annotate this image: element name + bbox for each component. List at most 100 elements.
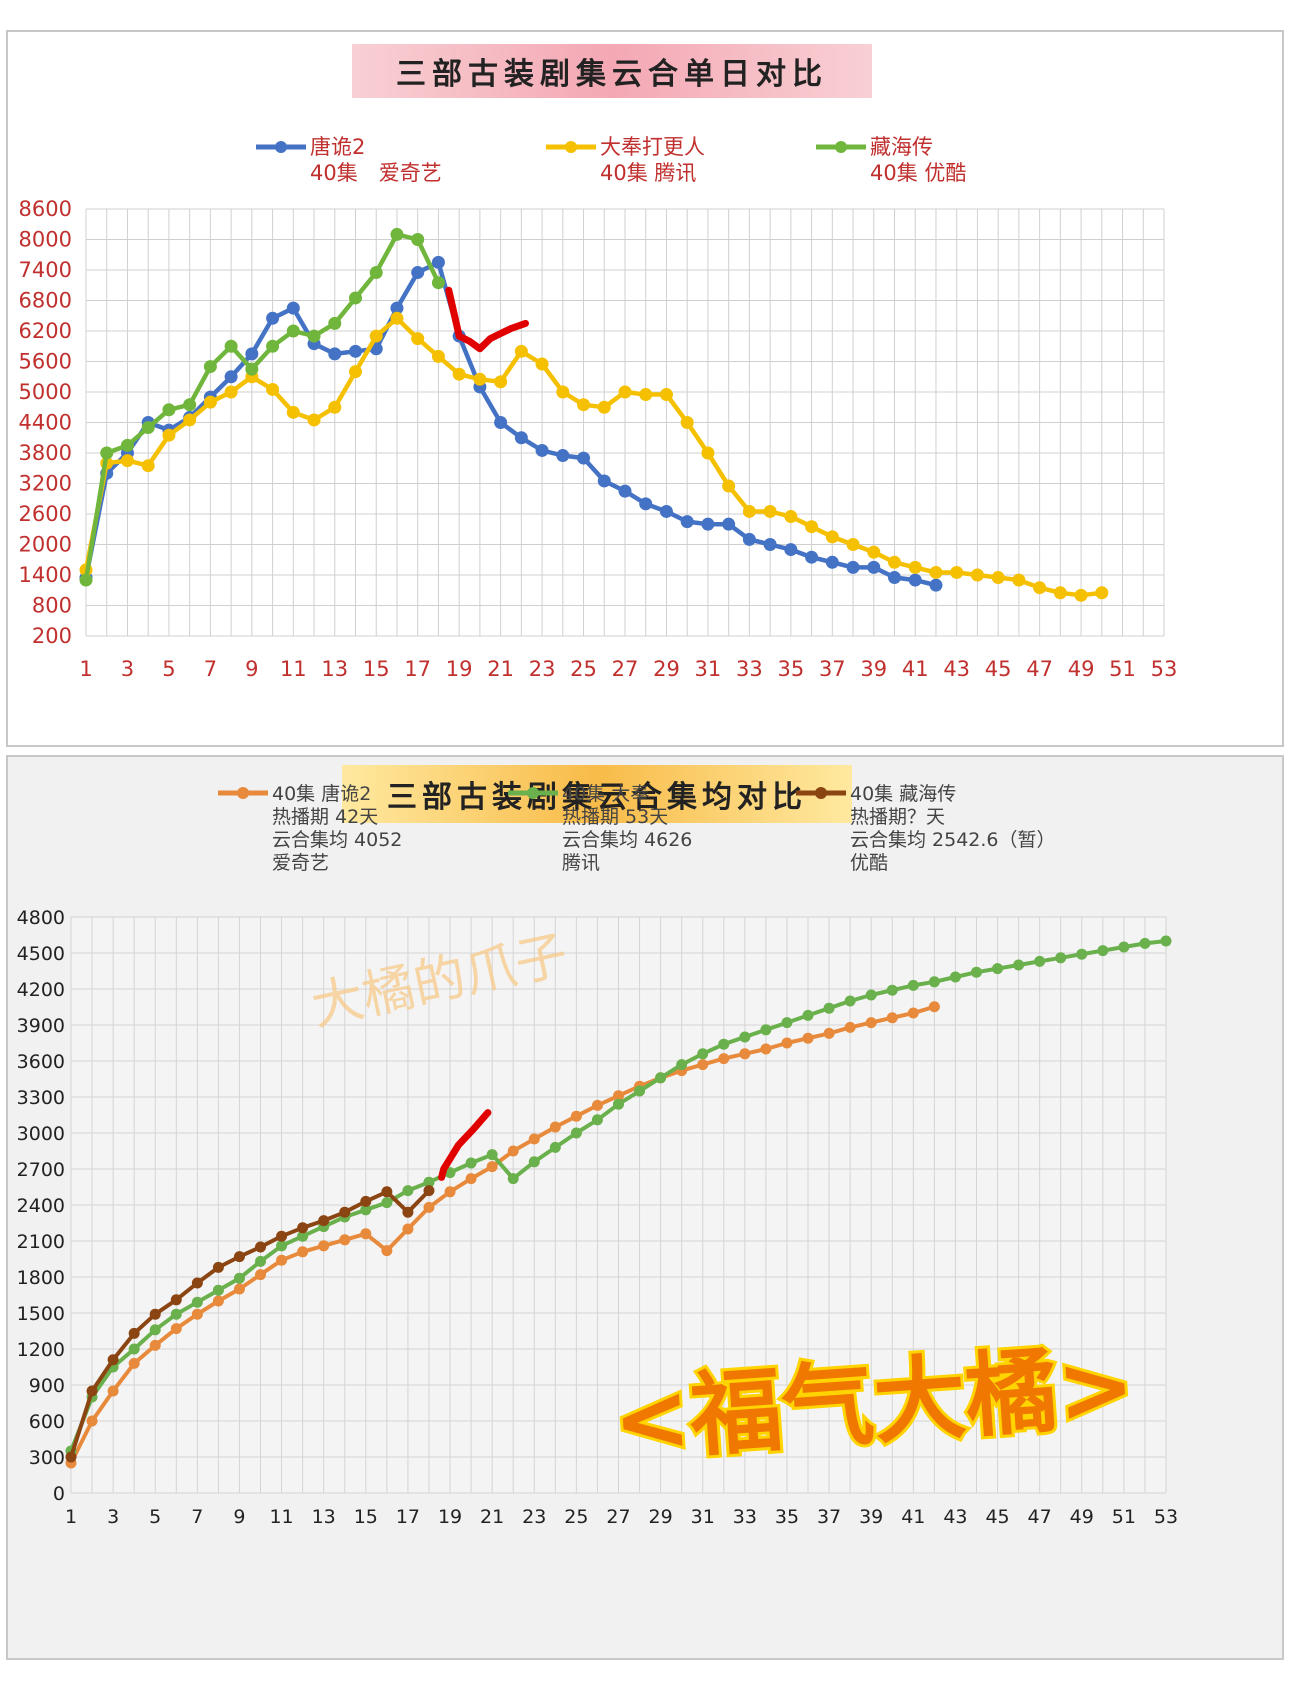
- data-point: [390, 227, 404, 241]
- data-point: [360, 1195, 372, 1207]
- x-tick-label: 9: [245, 657, 258, 681]
- data-point: [431, 276, 445, 290]
- data-point: [1139, 937, 1151, 949]
- chart-title: 三部古装剧集云合单日对比: [396, 57, 828, 92]
- x-tick-label: 27: [606, 1506, 630, 1528]
- grid-lines: [70, 916, 1167, 1494]
- data-point: [411, 266, 425, 280]
- title-background: [352, 44, 872, 98]
- y-tick-label: 3900: [17, 1015, 65, 1037]
- data-point: [245, 347, 259, 361]
- x-tick-label: 23: [522, 1506, 546, 1528]
- data-point: [591, 1114, 603, 1126]
- data-point: [722, 479, 736, 493]
- data-point: [823, 1027, 835, 1039]
- data-point: [494, 416, 508, 429]
- series-group: [65, 935, 1172, 1469]
- data-point: [1053, 586, 1067, 600]
- data-point: [634, 1085, 646, 1097]
- chart-title: 三部古装剧集云合集均对比: [387, 780, 807, 815]
- data-point: [141, 459, 155, 473]
- legend-swatch-marker: [275, 141, 287, 153]
- data-point: [390, 311, 404, 325]
- data-point: [486, 1161, 498, 1173]
- data-point: [597, 474, 611, 488]
- data-point: [86, 1415, 98, 1427]
- y-axis: 8600 8000 7400 6800 6200 5600 5000 4400 3800 3200…: [19, 197, 72, 648]
- legend-detail: 40集 优酷: [870, 161, 966, 185]
- data-point: [494, 375, 508, 389]
- data-point: [170, 1323, 182, 1335]
- data-point: [233, 1251, 245, 1263]
- data-point: [701, 446, 715, 460]
- x-tick-label: 15: [354, 1506, 378, 1528]
- data-point: [162, 428, 176, 442]
- data-point: [360, 1204, 372, 1216]
- data-point: [697, 1059, 709, 1071]
- data-point: [444, 1186, 456, 1198]
- data-point: [907, 979, 919, 991]
- data-point: [805, 520, 819, 534]
- x-tick-label: 13: [312, 1506, 336, 1528]
- x-tick-label: 49: [1070, 1506, 1094, 1528]
- x-tick-label: 39: [859, 1506, 883, 1528]
- x-tick-label: 43: [943, 1506, 967, 1528]
- data-point: [805, 550, 819, 564]
- data-point: [452, 367, 466, 381]
- data-point: [825, 555, 839, 569]
- data-point: [233, 1283, 245, 1295]
- data-point: [402, 1185, 414, 1197]
- legend-label: 大奉打更人: [600, 135, 705, 159]
- data-point: [549, 1121, 561, 1133]
- data-point: [203, 395, 217, 409]
- y-tick-label: 900: [29, 1375, 65, 1397]
- data-point: [742, 532, 756, 546]
- data-point: [570, 1110, 582, 1122]
- data-point: [888, 571, 901, 585]
- data-point: [191, 1277, 203, 1289]
- y-tick-label: 3600: [17, 1051, 65, 1073]
- data-point: [701, 517, 715, 531]
- data-point: [577, 398, 591, 412]
- legend-detail: 优酷: [850, 852, 888, 874]
- data-point: [245, 362, 259, 376]
- data-point: [465, 1173, 477, 1185]
- x-tick-label: 49: [1068, 657, 1095, 681]
- y-tick-label: 800: [32, 594, 72, 618]
- legend-swatch-marker: [835, 141, 847, 153]
- x-tick-label: 35: [777, 657, 804, 681]
- data-point: [697, 1048, 709, 1060]
- data-point: [680, 416, 694, 429]
- y-tick-label: 5600: [19, 350, 72, 374]
- data-point: [865, 989, 877, 1001]
- data-point: [639, 388, 653, 402]
- legend-swatch-marker: [237, 787, 249, 799]
- data-point: [908, 573, 922, 587]
- legend-detail: 热播期？天: [850, 806, 945, 828]
- y-tick-label: 300: [29, 1447, 65, 1469]
- data-point: [423, 1176, 435, 1188]
- legend-swatch-marker: [565, 141, 577, 153]
- data-point: [618, 385, 632, 399]
- x-tick-label: 37: [819, 657, 846, 681]
- x-axis: 1 3 5 7 9 11 13 15 17 19 21 23 25 27 29 31 33 35 37 39 41 43 4…: [79, 657, 1177, 681]
- x-tick-label: 23: [529, 657, 556, 681]
- data-point: [970, 966, 982, 978]
- data-point: [86, 1385, 98, 1397]
- x-tick-label: 5: [162, 657, 175, 681]
- data-point: [556, 449, 570, 463]
- x-tick-label: 39: [860, 657, 887, 681]
- data-point: [212, 1295, 224, 1307]
- data-point: [444, 1167, 456, 1179]
- data-point: [381, 1197, 393, 1209]
- data-point: [535, 443, 549, 457]
- data-point: [141, 421, 155, 435]
- data-point: [183, 398, 197, 412]
- data-point: [128, 1327, 140, 1339]
- data-point: [888, 555, 901, 569]
- data-point: [823, 1002, 835, 1014]
- data-point: [431, 255, 445, 269]
- x-tick-label: 45: [985, 657, 1012, 681]
